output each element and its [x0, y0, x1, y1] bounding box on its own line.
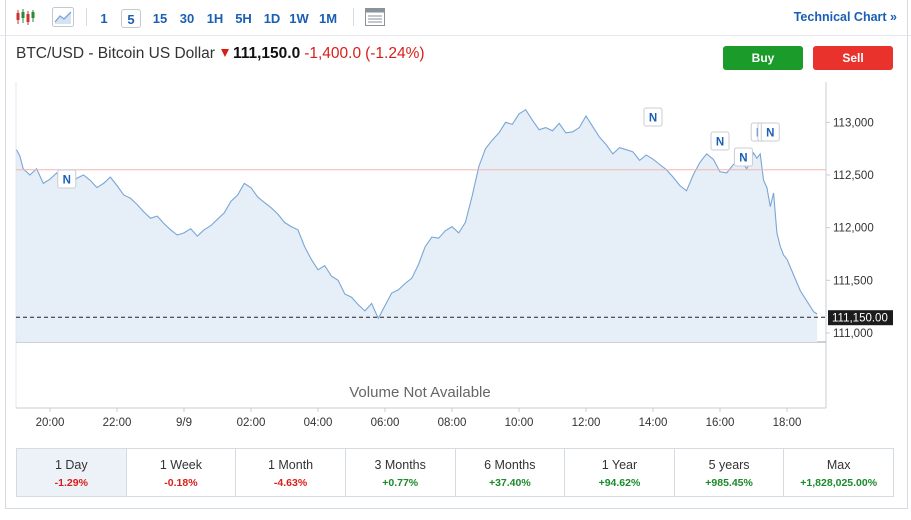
timeframe-1[interactable]: 1 — [100, 11, 108, 26]
period-label: 5 years — [708, 458, 750, 472]
period-label: 1 Year — [601, 458, 638, 472]
period-change: -1.29% — [54, 477, 88, 489]
news-marker[interactable]: N — [57, 169, 77, 189]
period-tab-1-week[interactable]: 1 Week -0.18% — [127, 449, 237, 496]
period-tab-1-day[interactable]: 1 Day -1.29% — [17, 449, 127, 496]
price-area — [16, 109, 818, 342]
period-tab-3-months[interactable]: 3 Months +0.77% — [346, 449, 456, 496]
x-tick-label: 9/9 — [176, 417, 192, 429]
sell-button[interactable]: Sell — [813, 46, 893, 70]
volume-not-available: Volume Not Available — [349, 384, 490, 401]
x-tick-label: 20:00 — [36, 417, 65, 429]
period-change: +94.62% — [598, 477, 641, 489]
last-price: 111,150.0 — [232, 45, 301, 62]
period-change: +0.77% — [382, 477, 419, 489]
period-change: +1,828,025.00% — [800, 477, 878, 489]
x-tick-label: 12:00 — [572, 417, 601, 429]
chart-toolbar: 1 5 15 30 1H 5H 1D 1W 1M Technical Chart » — [0, 0, 911, 36]
current-price-tag — [828, 310, 893, 326]
period-tab-max[interactable]: Max +1,828,025.00% — [784, 449, 893, 496]
x-tick-label: 02:00 — [237, 417, 266, 429]
timeframe-1h[interactable]: 1H — [206, 11, 224, 26]
y-tick-label: 113,000 — [833, 117, 874, 129]
period-change: +37.40% — [488, 477, 531, 489]
timeframe-5[interactable]: 5 — [121, 9, 141, 28]
x-tick-label: 08:00 — [438, 417, 467, 429]
y-tick-label: 111,500 — [833, 275, 873, 287]
timeframe-1m[interactable]: 1M — [318, 11, 338, 26]
technical-chart-link[interactable]: Technical Chart » — [793, 10, 897, 24]
svg-text:N: N — [63, 175, 71, 187]
x-tick-label: 06:00 — [371, 417, 400, 429]
timeframe-15[interactable]: 15 — [152, 11, 168, 26]
instrument-header: BTC/USD - Bitcoin US Dollar 111,150.0 -1,4… — [16, 45, 425, 65]
period-label: 6 Months — [484, 458, 536, 472]
price-chart[interactable]: Investing.com113,000112,500112,000111,50… — [0, 72, 911, 436]
period-tab-1-month[interactable]: 1 Month -4.63% — [236, 449, 346, 496]
period-label: 1 Day — [54, 458, 88, 472]
price-change: -1,400.0 — [304, 45, 362, 62]
x-tick-label: 16:00 — [706, 417, 735, 429]
period-label: 1 Week — [159, 458, 203, 472]
x-tick-label: 14:00 — [639, 417, 668, 429]
y-tick-label: 112,500 — [833, 170, 874, 182]
news-marker[interactable]: N — [760, 122, 780, 142]
x-tick-label: 04:00 — [304, 417, 333, 429]
timeframe-30[interactable]: 30 — [179, 11, 195, 26]
x-tick-label: 18:00 — [773, 417, 802, 429]
x-tick-label: 22:00 — [103, 417, 132, 429]
period-change: -4.63% — [273, 477, 308, 489]
news-marker[interactable]: N — [710, 131, 730, 151]
y-tick-label: 111,000 — [833, 328, 873, 340]
period-selector: 1 Day -1.29% 1 Week -0.18% 1 Month -4.63% 3 Mo… — [16, 448, 894, 497]
period-tab-6-months[interactable]: 6 Months +37.40% — [456, 449, 566, 496]
period-label: 3 Months — [374, 458, 426, 472]
timeframe-1d[interactable]: 1D — [263, 11, 281, 26]
svg-text:N: N — [716, 137, 724, 149]
buy-button[interactable]: Buy — [723, 46, 803, 70]
svg-text:N: N — [739, 153, 747, 165]
svg-text:N: N — [649, 113, 657, 125]
period-label: 1 Month — [267, 458, 314, 472]
timeframe-1w[interactable]: 1W — [289, 11, 309, 26]
y-tick-label: 112,000 — [833, 223, 874, 235]
current-price-label: 111,150.00 — [832, 313, 888, 325]
timeframe-5h[interactable]: 5H — [235, 11, 252, 26]
period-label: Max — [826, 458, 851, 472]
period-change: -0.18% — [164, 477, 198, 489]
price-line — [16, 108, 818, 320]
settings-panel-icon[interactable] — [364, 7, 386, 27]
area-chart-icon[interactable] — [52, 7, 74, 27]
period-change: +985.45% — [705, 477, 753, 489]
news-marker[interactable]: N — [643, 107, 663, 127]
down-arrow-icon — [220, 49, 229, 57]
svg-text:N: N — [766, 128, 774, 140]
x-tick-label: 10:00 — [505, 417, 534, 429]
instrument-name: BTC/USD - Bitcoin US Dollar — [16, 45, 215, 62]
news-marker[interactable]: N — [733, 147, 753, 167]
candlestick-chart-icon[interactable] — [14, 7, 36, 27]
price-change-percent: (-1.24%) — [365, 45, 425, 62]
period-tab-5-years[interactable]: 5 years +985.45% — [675, 449, 785, 496]
period-tab-1-year[interactable]: 1 Year +94.62% — [565, 449, 675, 496]
